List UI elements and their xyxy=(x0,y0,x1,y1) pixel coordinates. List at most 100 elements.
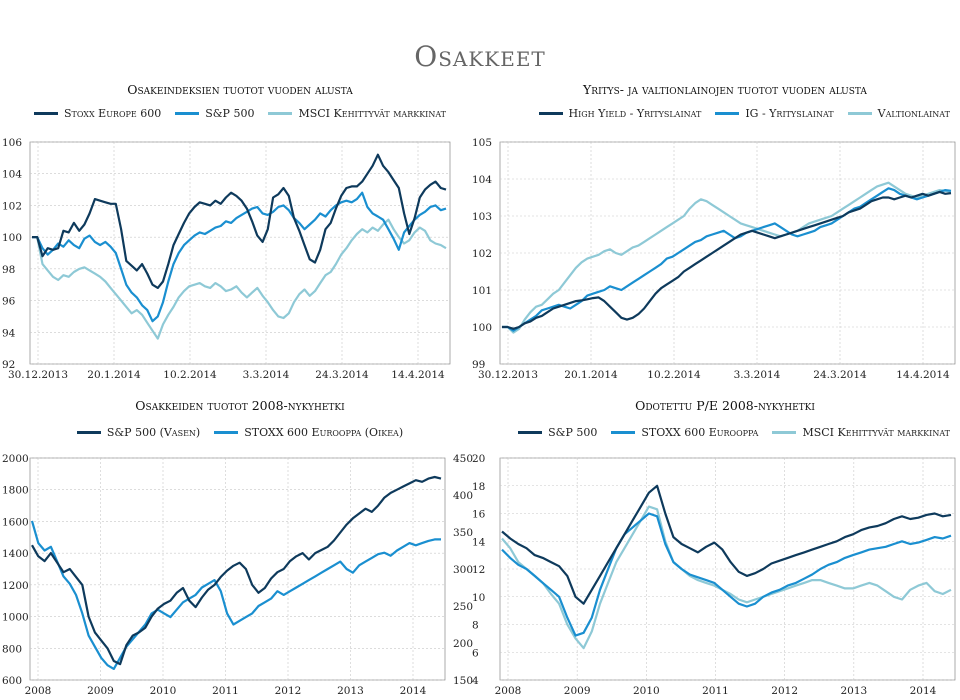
chart2-series-0-line xyxy=(502,190,952,330)
chart4-xtick-label: 2012 xyxy=(771,685,798,697)
chart2-legend-gov: Valtionlainat xyxy=(847,107,950,120)
chart1-ytick-label: 106 xyxy=(2,137,22,149)
chart1-legend-sp500-label: S&P 500 xyxy=(205,107,255,120)
chart1-xtick-label: 30.12.2013 xyxy=(8,369,68,381)
chart3-y2tick-label: 150 xyxy=(453,675,473,687)
chart3-legend-stoxx: STOXX 600 Eurooppa (Oikea) xyxy=(214,426,403,439)
chart4-ytick-label: 10 xyxy=(472,592,485,604)
chart2-legend-gov-label: Valtionlainat xyxy=(877,107,950,120)
chart2-ytick-label: 100 xyxy=(472,322,492,334)
chart3-legend-sp500: S&P 500 (Vasen) xyxy=(76,426,201,439)
chart4-legend-msci-label: MSCI Kehittyvät markkinat xyxy=(802,426,950,439)
chart3-ytick-label: 800 xyxy=(2,643,22,655)
chart3-ytick-label: 1600 xyxy=(2,516,29,528)
chart3-legend-sp500-label: S&P 500 (Vasen) xyxy=(106,426,201,439)
chart3-ytick-label: 2000 xyxy=(2,453,29,465)
chart1-xtick-label: 14.4.2014 xyxy=(391,369,445,381)
chart1-ytick-label: 104 xyxy=(2,169,22,181)
chart3-xtick-label: 2014 xyxy=(400,685,427,697)
chart1-xtick-label: 20.1.2014 xyxy=(87,369,141,381)
chart3-ytick-label: 1800 xyxy=(2,485,29,497)
chart4-series-1-line xyxy=(501,512,952,637)
chart1-ytick-label: 92 xyxy=(2,359,15,371)
chart3-xtick-label: 2010 xyxy=(150,685,177,697)
chart2-legend-gov-swatch xyxy=(847,112,872,115)
chart2-legend-hy-swatch xyxy=(538,112,563,115)
chart1-legend-msci-swatch xyxy=(268,112,293,115)
chart1-ytick-label: 96 xyxy=(2,296,16,308)
chart2-ytick-label: 102 xyxy=(472,248,492,260)
chart2-legend: High Yield - Yrityslainat IG - Yrityslai… xyxy=(500,107,950,120)
chart2-xtick-label: 20.1.2014 xyxy=(564,369,618,381)
chart4-legend-sp500-swatch xyxy=(518,431,543,434)
chart2-ytick-label: 101 xyxy=(472,285,492,297)
chart3-frame xyxy=(29,457,446,681)
chart3-y2tick-label: 200 xyxy=(453,638,473,650)
chart3-legend-stoxx-swatch xyxy=(214,431,239,434)
chart4-ytick-label: 16 xyxy=(472,509,486,521)
chart4-legend: S&P 500 STOXX 600 Eurooppa MSCI Kehittyv… xyxy=(500,426,950,439)
chart2-xtick-label: 3.3.2014 xyxy=(734,369,781,381)
chart3-legend-stoxx-label: STOXX 600 Eurooppa (Oikea) xyxy=(244,426,404,439)
chart2-series-1-line xyxy=(502,187,952,332)
chart3-xtick-label: 2013 xyxy=(337,685,364,697)
chart4-ytick-label: 8 xyxy=(472,620,479,632)
chart4-legend-msci: MSCI Kehittyvät markkinat xyxy=(772,426,950,439)
chart2-xtick-label: 24.3.2014 xyxy=(813,369,867,381)
chart4-legend-stoxx-label: STOXX 600 Eurooppa xyxy=(641,426,759,439)
chart3-ytick-label: 600 xyxy=(2,675,22,687)
chart1-ytick-label: 100 xyxy=(2,232,22,244)
chart2-xtick-label: 10.2.2014 xyxy=(647,369,701,381)
chart1-series-2-line xyxy=(32,218,447,340)
chart1-legend-msci-label: MSCI Kehittyvät markkinat xyxy=(298,107,447,120)
chart3-y2tick-label: 450 xyxy=(453,453,473,465)
chart4-xtick-label: 2009 xyxy=(564,685,591,697)
chart1-legend-sp500: S&P 500 xyxy=(175,107,254,120)
chart1-xtick-label: 24.3.2014 xyxy=(315,369,369,381)
chart4-ytick-label: 4 xyxy=(472,675,479,687)
chart4-xtick-label: 2014 xyxy=(910,685,937,697)
chart3-series-1-line xyxy=(30,520,441,671)
chart1-legend-stoxx: Stoxx Europe 600 xyxy=(33,107,161,120)
chart4-ytick-label: 6 xyxy=(472,647,479,659)
chart4-ytick-label: 14 xyxy=(472,536,486,548)
chart1-legend: Stoxx Europe 600 S&P 500 MSCI Kehittyvät… xyxy=(30,107,450,120)
chart4-xtick-label: 2008 xyxy=(495,685,522,697)
chart2-ytick-label: 103 xyxy=(472,211,492,223)
chart1-legend-msci: MSCI Kehittyvät markkinat xyxy=(268,107,446,120)
chart2-ytick-label: 104 xyxy=(472,174,492,186)
chart3-y2tick-label: 350 xyxy=(453,527,473,539)
chart3-xtick-label: 2008 xyxy=(25,685,52,697)
chart1-xtick-label: 10.2.2014 xyxy=(163,369,217,381)
chart1-series-0-line xyxy=(32,153,447,289)
chart4-ytick-label: 12 xyxy=(472,564,485,576)
chart2-ytick-label: 105 xyxy=(472,137,492,149)
chart4-legend-stoxx-swatch xyxy=(611,431,636,434)
chart4-xtick-label: 2010 xyxy=(633,685,660,697)
chart3-y2tick-label: 400 xyxy=(453,490,473,502)
chart1-ytick-label: 94 xyxy=(2,327,16,339)
chart4-legend-sp500: S&P 500 xyxy=(518,426,597,439)
chart4-xtick-label: 2011 xyxy=(702,685,729,697)
chart2-series-2-line xyxy=(502,181,952,334)
chart2-xtick-label: 14.4.2014 xyxy=(896,369,950,381)
chart2-legend-ig: IG - Yrityslainat xyxy=(715,107,834,120)
chart4-legend-sp500-label: S&P 500 xyxy=(548,426,598,439)
chart1-series-1-line xyxy=(32,191,447,323)
chart2-title: Yritys- ja valtionlainojen tuotot vuoden… xyxy=(583,82,867,97)
chart4-xtick-label: 2013 xyxy=(840,685,867,697)
chart4-ytick-label: 20 xyxy=(472,453,485,465)
chart1-legend-stoxx-swatch xyxy=(33,112,58,115)
chart3-legend-sp500-swatch xyxy=(76,431,101,434)
chart3-series-0-line xyxy=(31,475,442,666)
chart4-legend-stoxx: STOXX 600 Eurooppa xyxy=(611,426,758,439)
chart3-legend: S&P 500 (Vasen) STOXX 600 Eurooppa (Oike… xyxy=(30,426,450,439)
chart1-ytick-label: 102 xyxy=(2,200,22,212)
chart2-legend-hy: High Yield - Yrityslainat xyxy=(538,107,701,120)
chart4-ytick-label: 18 xyxy=(472,481,485,493)
chart2-legend-ig-label: IG - Yrityslainat xyxy=(745,107,834,120)
chart4-legend-msci-swatch xyxy=(772,431,797,434)
